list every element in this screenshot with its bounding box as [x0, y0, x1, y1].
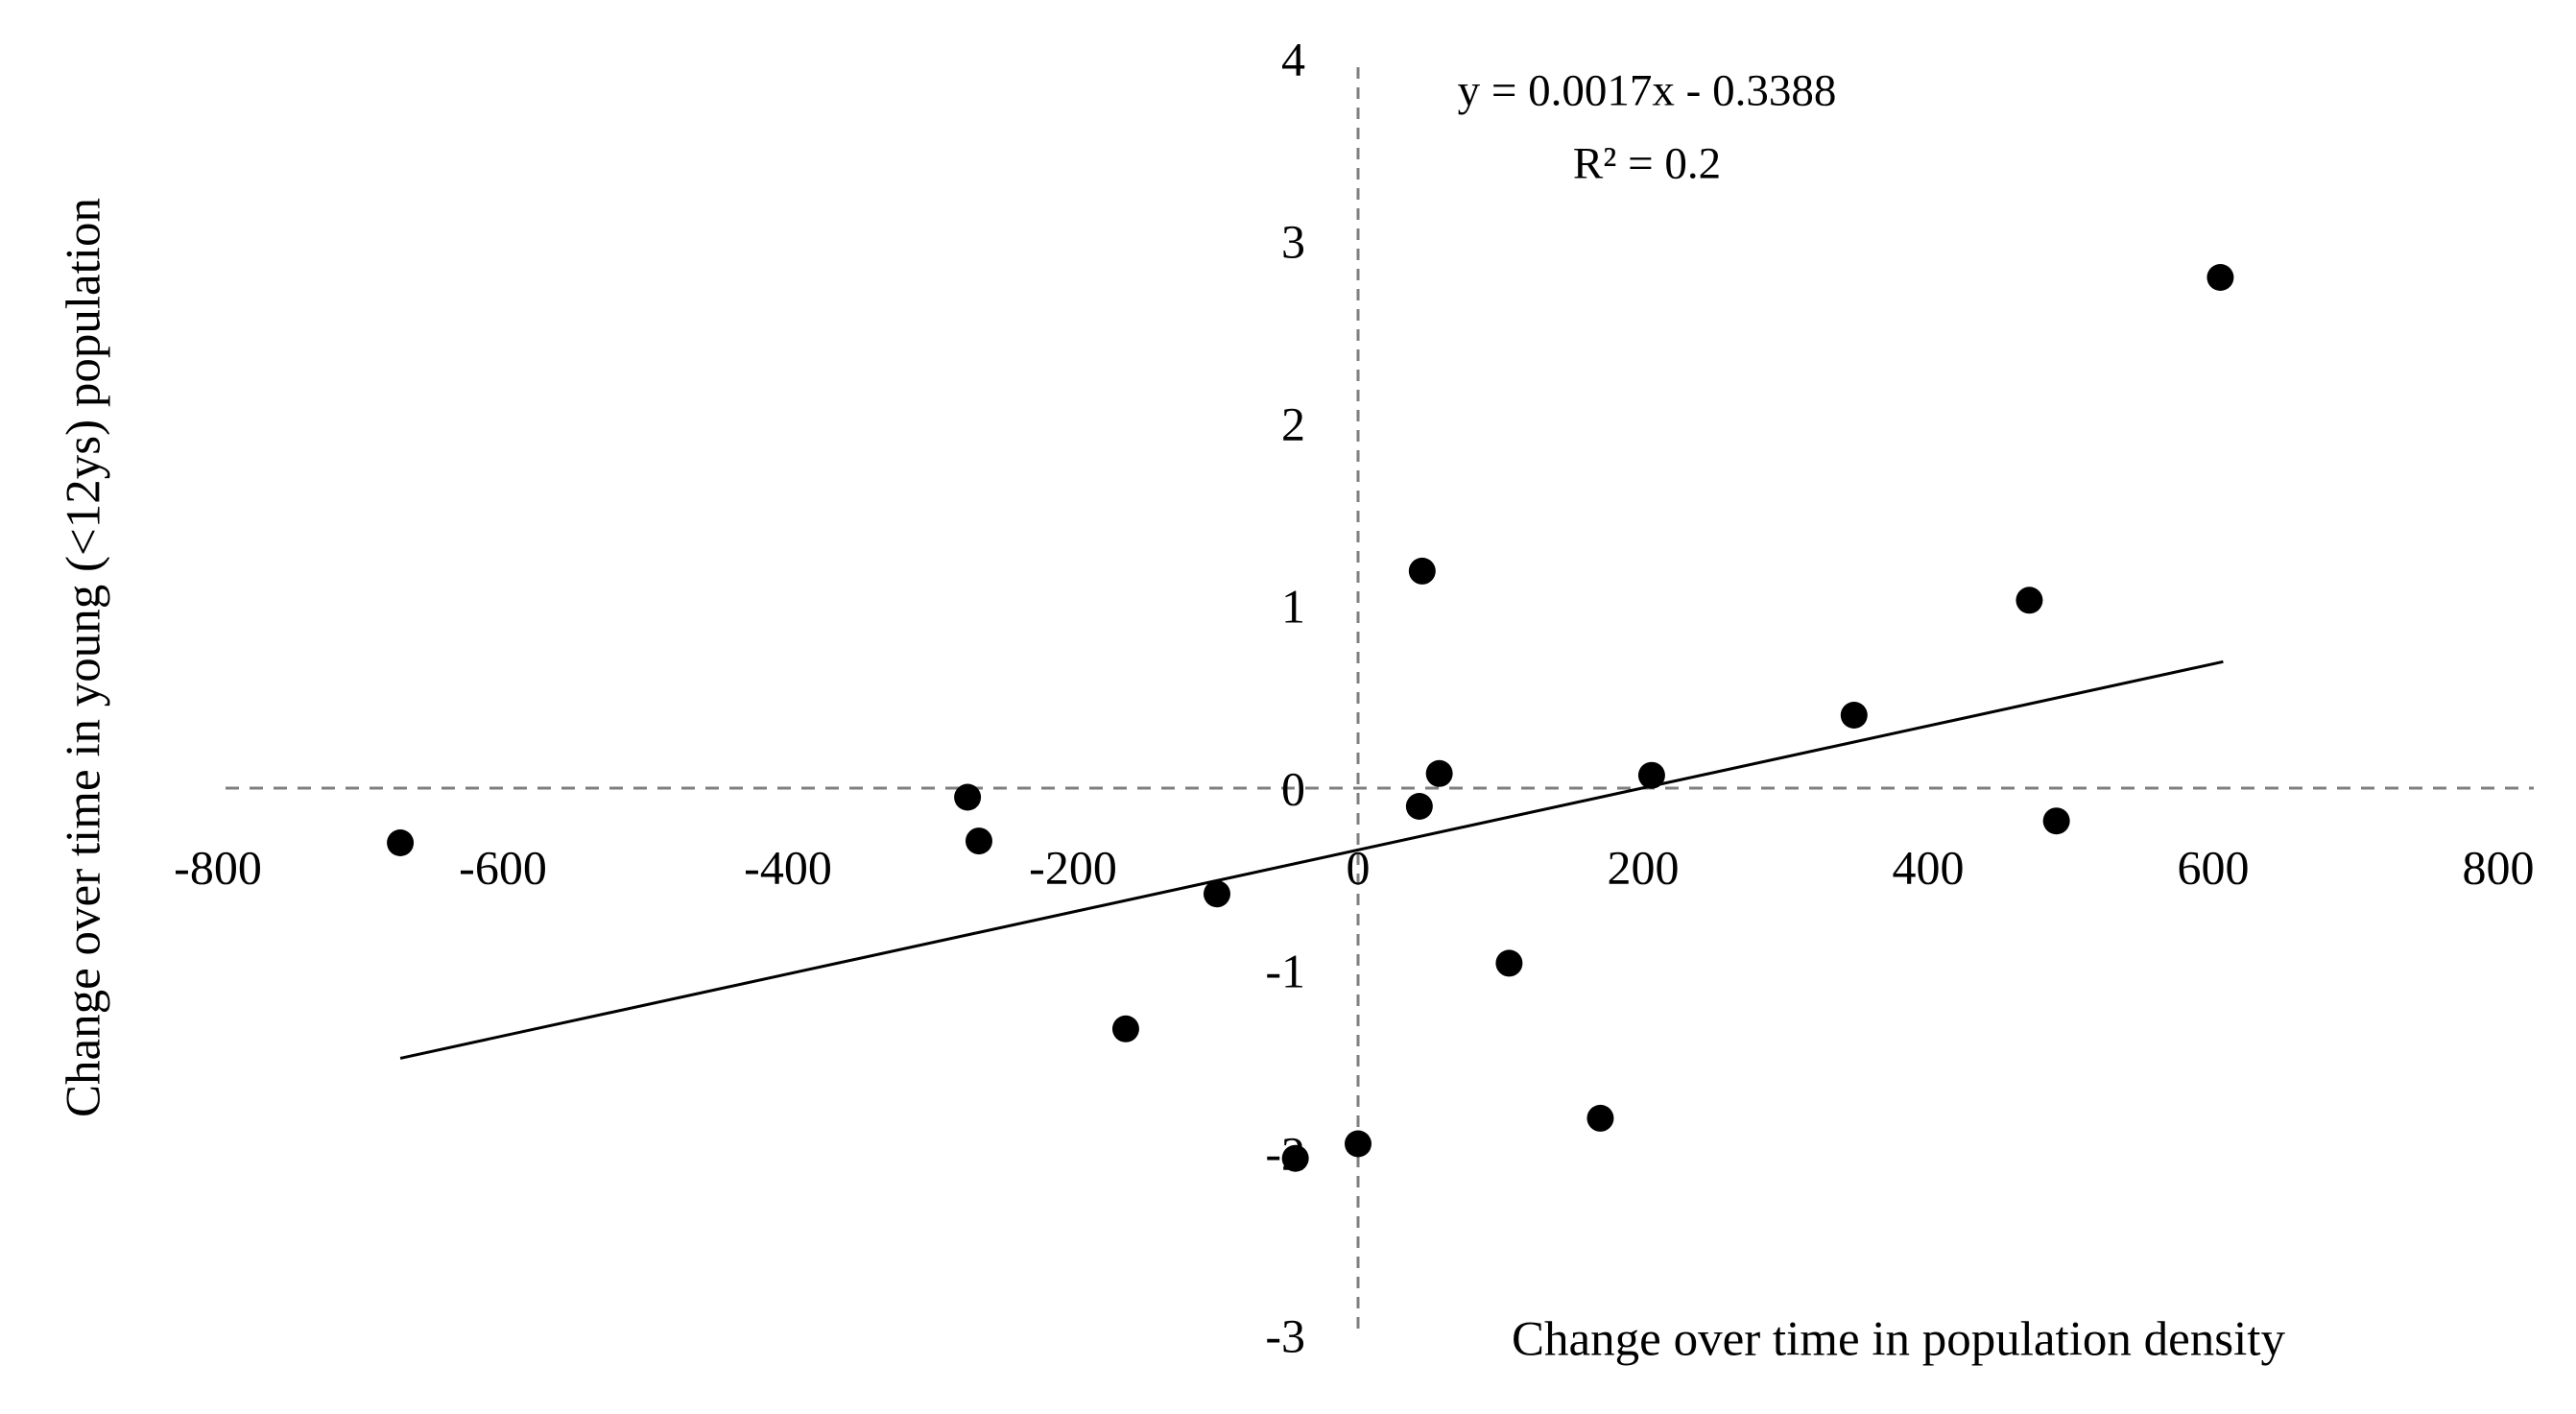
y-tick-label: -2 — [1265, 1127, 1305, 1181]
x-axis-title: Change over time in population density — [1512, 1312, 2285, 1367]
x-tick-label: 600 — [2178, 841, 2250, 895]
data-point — [1281, 1144, 1309, 1172]
x-tick-label: -400 — [744, 841, 832, 895]
x-tick-label: 400 — [1893, 841, 1965, 895]
trendline — [399, 659, 2224, 1060]
data-point — [1840, 702, 1868, 729]
data-point — [387, 829, 415, 856]
data-point — [1425, 759, 1453, 787]
data-point — [1586, 1104, 1614, 1132]
x-tick-label: -600 — [459, 841, 547, 895]
data-point — [954, 783, 982, 811]
y-tick-label: 3 — [1281, 215, 1305, 269]
data-point — [2206, 264, 2234, 291]
data-point — [1111, 1015, 1139, 1043]
y-tick-label: -3 — [1265, 1309, 1305, 1363]
x-tick-label: 800 — [2463, 841, 2535, 895]
data-point — [965, 827, 992, 855]
x-tick-label: -800 — [174, 841, 262, 895]
x-tick-label: 0 — [1347, 841, 1371, 895]
y-axis-title: Change over time in young (<12ys) popula… — [57, 198, 111, 1117]
data-point — [2042, 807, 2070, 835]
data-point — [1345, 1130, 1371, 1158]
y-tick-label: 2 — [1281, 397, 1305, 451]
data-point — [1495, 949, 1523, 977]
x-tick-label: -200 — [1029, 841, 1117, 895]
data-point — [2015, 587, 2043, 614]
y-tick-label: 4 — [1281, 33, 1305, 86]
data-point — [1203, 880, 1230, 908]
data-point — [1405, 793, 1433, 820]
data-point — [1637, 761, 1665, 789]
trendline-equation-label: y = 0.0017x - 0.3388 — [1457, 65, 1837, 116]
y-tick-label: 0 — [1281, 762, 1305, 816]
y-tick-label: 1 — [1281, 580, 1305, 634]
r-squared-label: R² = 0.2 — [1572, 138, 1722, 189]
data-point — [1408, 557, 1436, 585]
y-tick-label: -1 — [1265, 945, 1305, 998]
x-tick-label: 200 — [1608, 841, 1680, 895]
